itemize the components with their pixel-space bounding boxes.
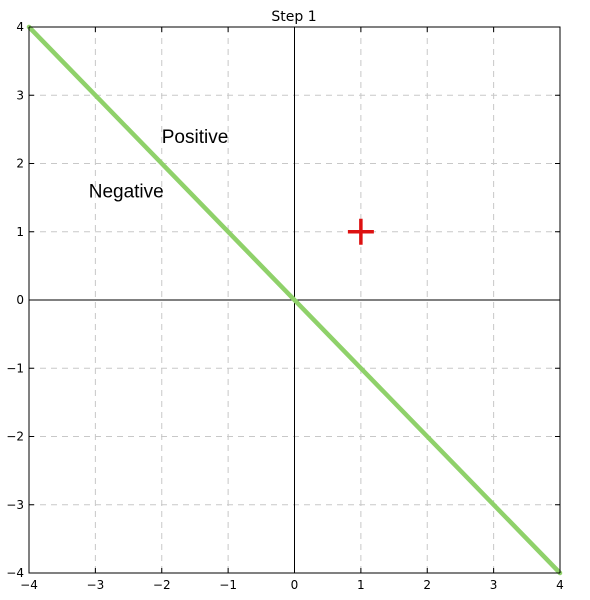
x-tick-label: 4 <box>556 578 564 592</box>
x-tick-label: −1 <box>219 578 237 592</box>
y-tick-label: 1 <box>16 225 24 239</box>
ticks: −4 −3 −2 −1 0 1 2 3 4 −4 −3 −2 −1 0 1 2 3 4 <box>6 20 564 592</box>
y-tick-label: −4 <box>6 566 24 580</box>
y-tick-label: 2 <box>16 157 24 171</box>
series-line <box>26 24 563 576</box>
annotation-label: Positive <box>162 127 229 148</box>
annotation-label: Negative <box>89 182 164 203</box>
x-tick-label: 1 <box>357 578 365 592</box>
scatter-point-plus <box>347 218 374 245</box>
y-tick-label: 0 <box>16 293 24 307</box>
y-tick-label: 3 <box>16 88 24 102</box>
x-tick-label: 2 <box>423 578 431 592</box>
x-tick-label: 0 <box>291 578 299 592</box>
series <box>26 24 563 576</box>
annotations: Positive Negative <box>89 127 229 203</box>
x-tick-label: −3 <box>87 578 105 592</box>
x-tick-label: −2 <box>153 578 171 592</box>
y-tick-label: −3 <box>6 498 24 512</box>
x-tick-label: 3 <box>490 578 498 592</box>
chart-title: Step 1 <box>271 9 316 25</box>
y-tick-label: −1 <box>6 361 24 375</box>
x-tick-label: −4 <box>20 578 38 592</box>
y-tick-label: −2 <box>6 430 24 444</box>
y-tick-label: 4 <box>16 20 24 34</box>
